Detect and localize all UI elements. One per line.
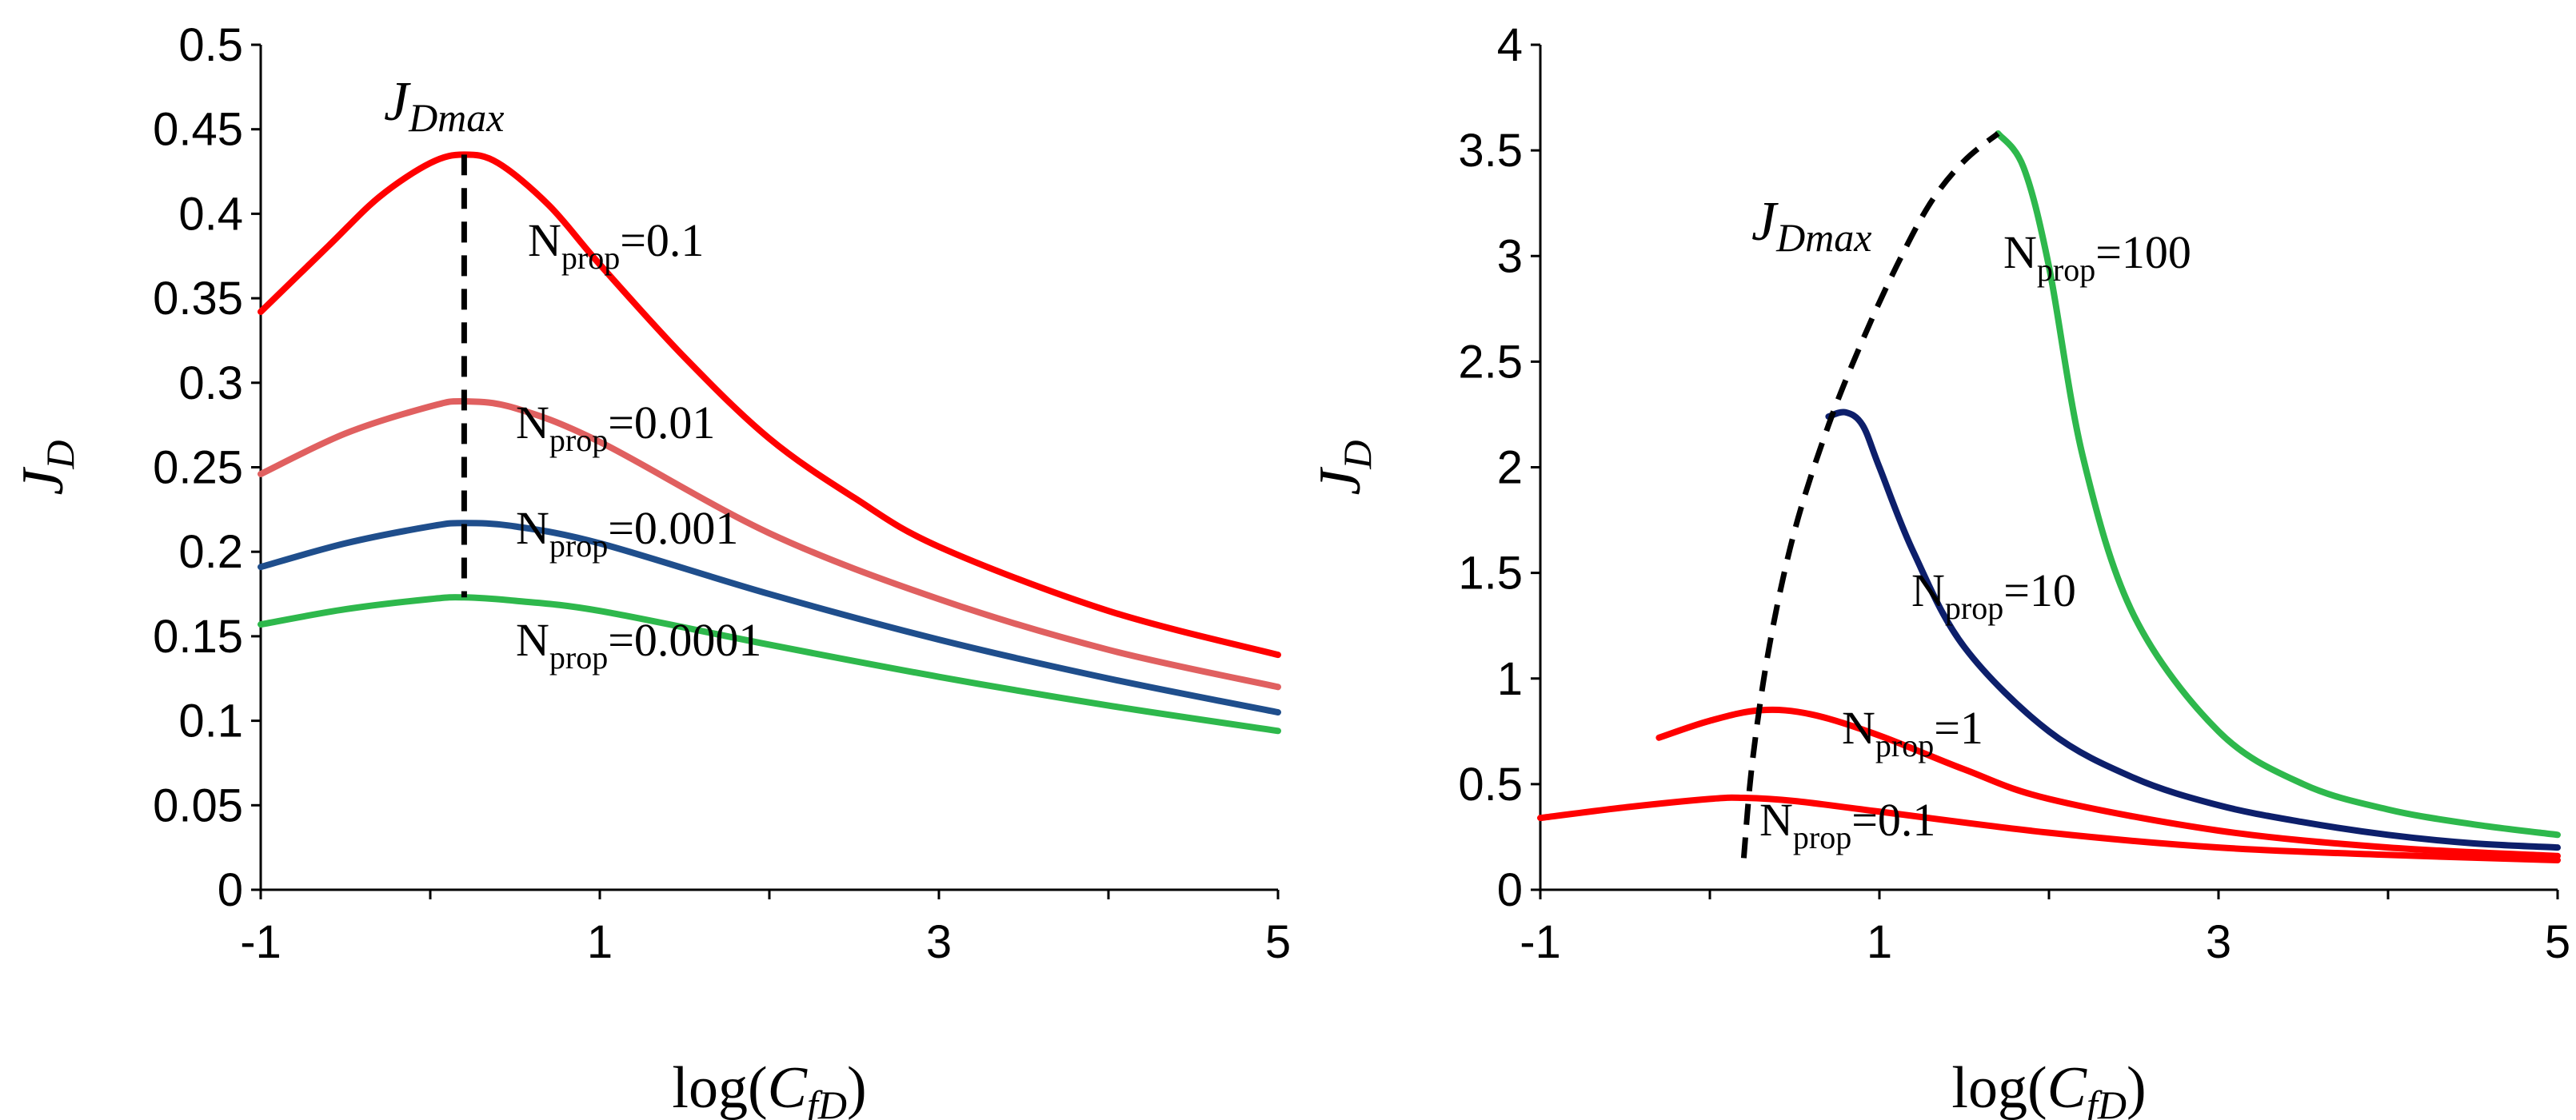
x-ticks: -1 1 3 5 bbox=[1520, 890, 2570, 968]
curves bbox=[1537, 130, 2561, 864]
series-line-nprop-0-001 bbox=[258, 520, 1281, 716]
y-tick-label: 0 bbox=[1497, 864, 1523, 916]
series-label: Nprop=0.01 bbox=[516, 397, 715, 458]
x-tick-label: 3 bbox=[2206, 916, 2231, 968]
chart-left: 0 0.05 0.1 0.15 0.2 0.25 0.3 0.35 0.4 0.45 0.5 -1 1… bbox=[10, 19, 1291, 1120]
y-tick-label: 1 bbox=[1497, 653, 1523, 705]
y-tick-label: 3.5 bbox=[1458, 125, 1523, 177]
y-tick-label: 0 bbox=[218, 864, 243, 916]
chart-right: 00.511.522.533.54 -1 1 3 5 JDmax Nprop=100N… bbox=[1308, 19, 2570, 1120]
y-tick-label: 0.1 bbox=[178, 696, 243, 747]
y-ticks: 0 0.05 0.1 0.15 0.2 0.25 0.3 0.35 0.4 0.45 0.5 bbox=[153, 19, 261, 916]
y-tick-label: 0.35 bbox=[153, 273, 243, 325]
series-label: Nprop=0.1 bbox=[528, 214, 704, 276]
series-labels: Nprop=100 Nprop=10 Nprop=1 Nprop=0.1 bbox=[1759, 226, 2191, 855]
series-label: Nprop=10 bbox=[1911, 564, 2076, 626]
series-line-nprop-0-0001 bbox=[258, 594, 1281, 735]
x-axis-label: log(CfD) bbox=[672, 1055, 866, 1120]
x-tick-label: 5 bbox=[1265, 916, 1291, 968]
x-ticks: -1 1 3 5 bbox=[240, 890, 1291, 968]
series-label: Nprop=0.0001 bbox=[516, 614, 761, 676]
y-tick-label: 4 bbox=[1497, 19, 1523, 71]
x-tick-label: 1 bbox=[1867, 916, 1892, 968]
y-tick-label: 0.15 bbox=[153, 611, 243, 663]
annotations: JDmax bbox=[1740, 131, 2000, 859]
x-tick-label: 1 bbox=[587, 916, 613, 968]
y-tick-label: 1.5 bbox=[1458, 548, 1523, 600]
series-line-nprop-0-1 bbox=[1537, 794, 2561, 864]
series-label: Nprop=100 bbox=[2003, 226, 2191, 288]
y-tick-label: 2 bbox=[1497, 442, 1523, 494]
y-tick-label: 0.5 bbox=[178, 19, 243, 71]
y-tick-label: 0.45 bbox=[153, 104, 243, 156]
y-tick-label: 0.3 bbox=[178, 357, 243, 409]
series-line-nprop-0-01 bbox=[258, 397, 1281, 691]
curves bbox=[258, 151, 1281, 735]
series-line-nprop-100 bbox=[1995, 130, 2561, 839]
annotations: JDmax bbox=[384, 71, 505, 598]
series-label: Nprop=0.1 bbox=[1759, 794, 1935, 855]
y-tick-label: 3 bbox=[1497, 230, 1523, 282]
y-ticks: 0 0.5 1 1.5 2 2.5 3 3.5 4 bbox=[1458, 19, 1540, 916]
x-axis-label: log(CfD) bbox=[1951, 1055, 2146, 1120]
series-line-nprop-10 bbox=[1825, 409, 2561, 851]
series-labels: Nprop=0.1 Nprop=0.01 Nprop=0.001 Nprop=0.00… bbox=[516, 214, 761, 676]
series-label: Nprop=0.001 bbox=[516, 502, 738, 564]
y-tick-label: 0.5 bbox=[1458, 759, 1523, 811]
y-axis-label: JD bbox=[10, 440, 82, 496]
jdmax-label: JDmax bbox=[384, 71, 505, 140]
series-line-nprop-0-1 bbox=[258, 151, 1281, 659]
y-tick-label: 2.5 bbox=[1458, 336, 1523, 388]
y-tick-label: 0.2 bbox=[178, 526, 243, 578]
y-tick-label: 0.4 bbox=[178, 188, 243, 240]
jdmax-label: JDmax bbox=[1751, 191, 1872, 260]
y-axis-label: JD bbox=[1308, 440, 1380, 496]
x-tick-label: -1 bbox=[1520, 916, 1561, 968]
y-tick-label: 0.05 bbox=[153, 779, 243, 831]
jdmax-dashed-line bbox=[1740, 131, 2000, 859]
series-label: Nprop=1 bbox=[1842, 702, 1983, 763]
y-tick-label: 0.25 bbox=[153, 442, 243, 494]
x-tick-label: 5 bbox=[2545, 916, 2570, 968]
x-tick-label: 3 bbox=[926, 916, 952, 968]
x-tick-label: -1 bbox=[240, 916, 282, 968]
